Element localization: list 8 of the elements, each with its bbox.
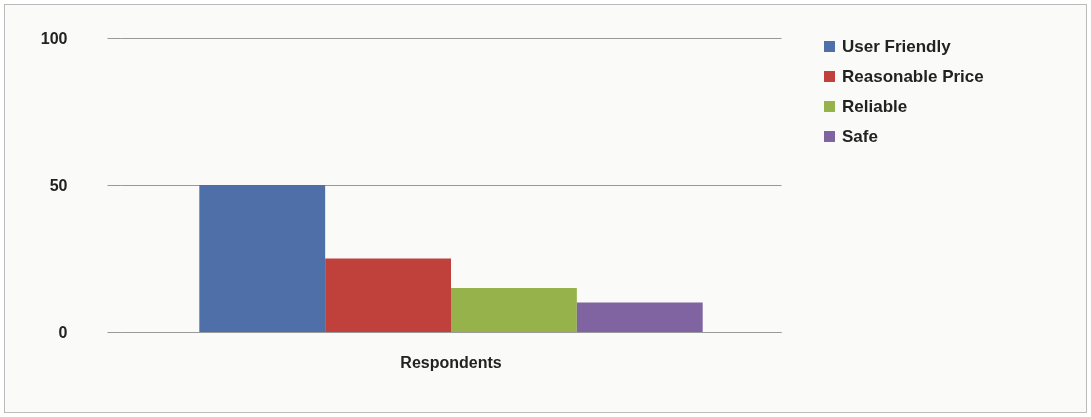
legend-label: Safe [842, 126, 878, 146]
x-tick-label: Respondents [400, 353, 502, 371]
legend-label: Reasonable Price [842, 66, 984, 86]
y-tick-label: 0 [58, 323, 68, 341]
y-tick-label: 100 [40, 29, 68, 47]
legend-label: User Friendly [842, 36, 952, 56]
legend-label: Reliable [842, 96, 908, 116]
y-tick-label: 50 [49, 176, 68, 194]
